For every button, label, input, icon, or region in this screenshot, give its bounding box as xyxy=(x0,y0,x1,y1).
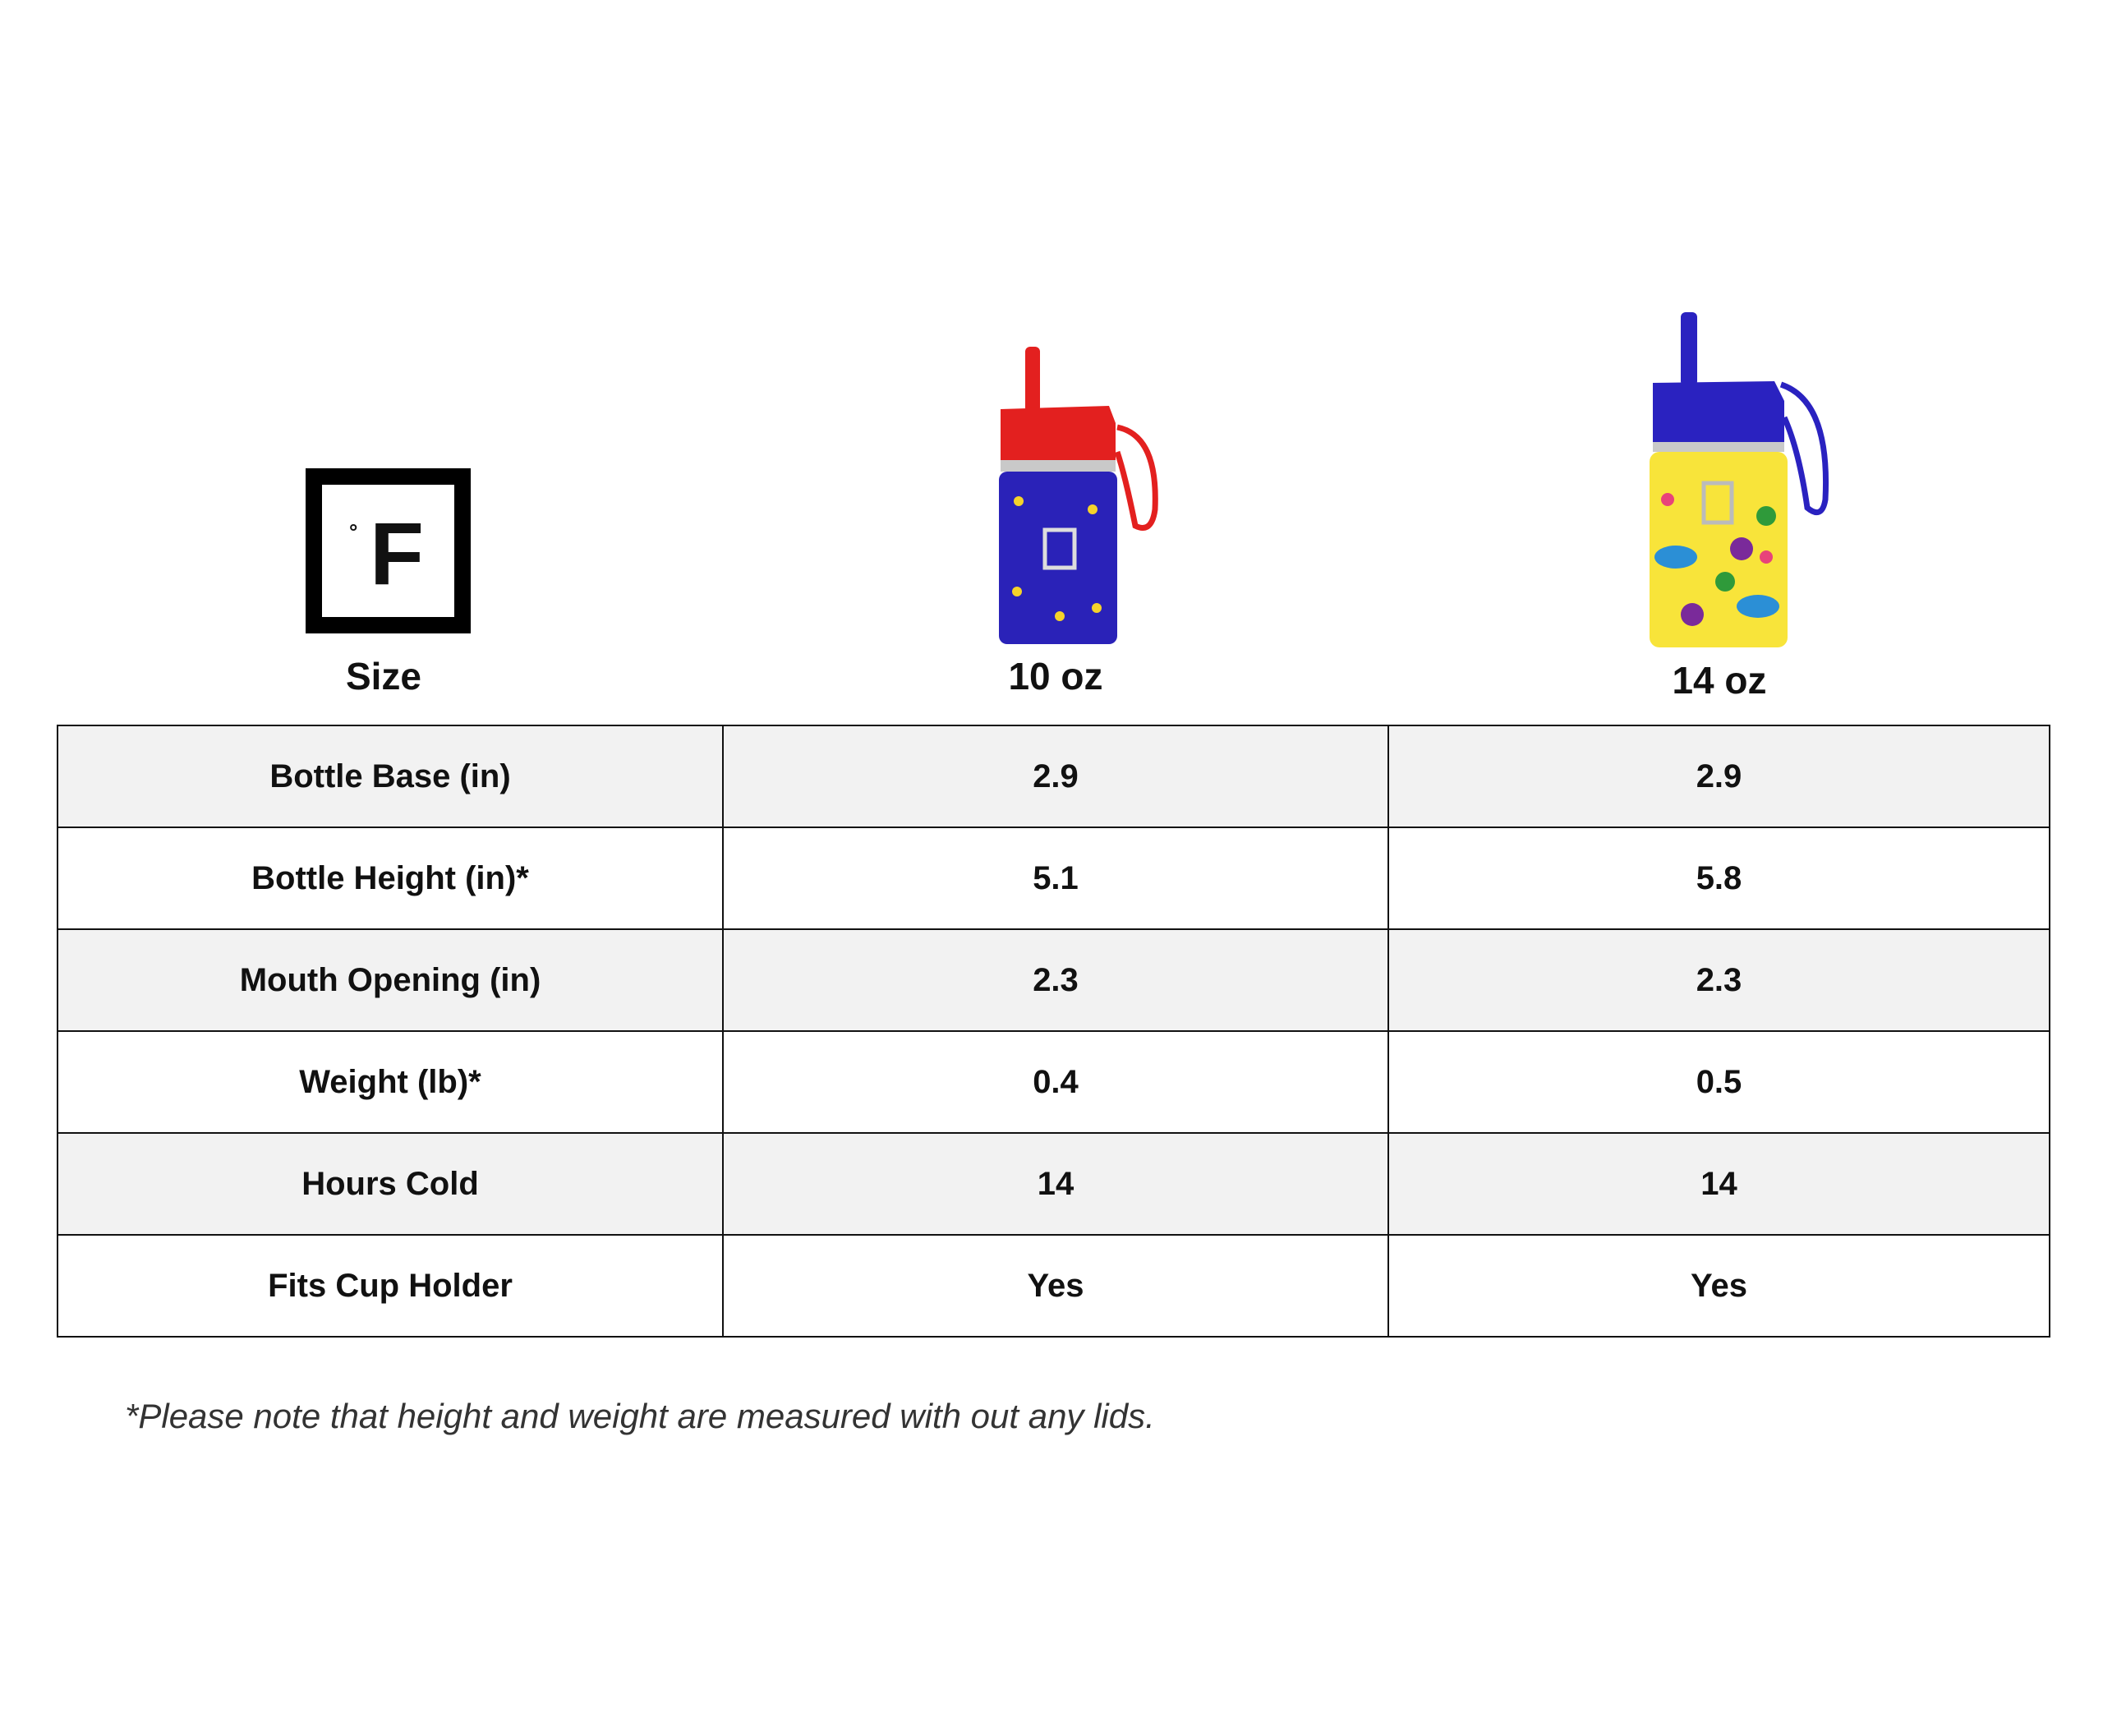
row-label: Hours Cold xyxy=(57,1132,724,1236)
rim xyxy=(1001,460,1116,472)
lid xyxy=(1653,381,1784,442)
lid xyxy=(1001,406,1116,460)
table-row: Mouth Opening (in) 2.3 2.3 xyxy=(57,928,2050,1032)
table-row: Bottle Base (in) 2.9 2.9 xyxy=(57,725,2050,828)
value-14oz: Yes xyxy=(1387,1234,2050,1338)
value-10oz: 0.4 xyxy=(722,1030,1389,1134)
size-label: Size xyxy=(345,655,422,698)
value-14oz: 0.5 xyxy=(1387,1030,2050,1134)
table-row: Hours Cold 14 14 xyxy=(57,1132,2050,1236)
row-label: Bottle Base (in) xyxy=(57,725,724,828)
value-14oz: 2.9 xyxy=(1387,725,2050,828)
row-label: Mouth Opening (in) xyxy=(57,928,724,1032)
print-pattern xyxy=(1654,493,1779,626)
handle-loop xyxy=(1779,381,1829,516)
size-10oz-label: 10 oz xyxy=(1008,655,1103,698)
size-14oz-label: 14 oz xyxy=(1672,659,1767,702)
table-row: Bottle Height (in)* 5.1 5.8 xyxy=(57,827,2050,930)
table-row: Weight (lb)* 0.4 0.5 xyxy=(57,1030,2050,1134)
value-10oz: 2.3 xyxy=(722,928,1389,1032)
value-10oz: 14 xyxy=(722,1132,1389,1236)
rim xyxy=(1653,442,1784,452)
footnote: *Please note that height and weight are … xyxy=(125,1397,1155,1435)
spec-table: Bottle Base (in) 2.9 2.9 Bottle Height (… xyxy=(57,725,2050,1338)
value-14oz: 14 xyxy=(1387,1132,2050,1236)
bottle-14oz-image xyxy=(1650,312,1829,647)
bottle-body xyxy=(999,472,1117,644)
logo-degree: ° xyxy=(349,519,358,544)
row-label: Bottle Height (in)* xyxy=(57,827,724,930)
print-pattern xyxy=(1012,496,1102,621)
value-14oz: 5.8 xyxy=(1387,827,2050,930)
value-10oz: 2.9 xyxy=(722,725,1389,828)
straw xyxy=(1025,347,1040,412)
handle-loop xyxy=(1114,424,1158,531)
table-row: Fits Cup Holder Yes Yes xyxy=(57,1234,2050,1338)
logo-letter: F xyxy=(370,504,424,603)
straw xyxy=(1681,312,1697,386)
brand-logo: ° F xyxy=(306,468,471,633)
bottle-logo xyxy=(1042,527,1077,570)
bottle-10oz-image xyxy=(999,347,1158,644)
bottle-logo xyxy=(1701,481,1734,525)
row-label: Weight (lb)* xyxy=(57,1030,724,1134)
value-10oz: 5.1 xyxy=(722,827,1389,930)
row-label: Fits Cup Holder xyxy=(57,1234,724,1338)
value-14oz: 2.3 xyxy=(1387,928,2050,1032)
value-10oz: Yes xyxy=(722,1234,1389,1338)
